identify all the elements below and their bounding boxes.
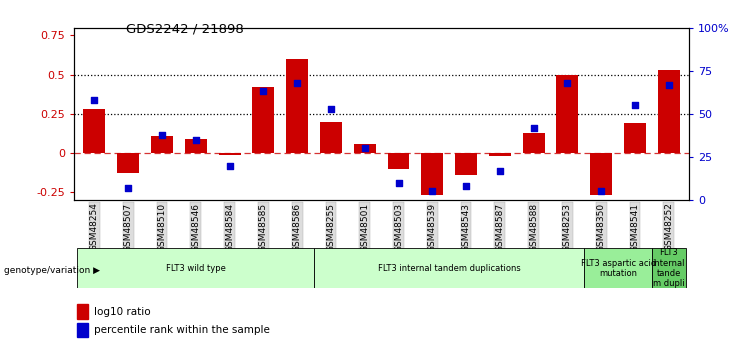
Bar bbox=[624, 123, 646, 153]
Bar bbox=[117, 153, 139, 174]
Point bbox=[426, 189, 438, 194]
Text: GSM48587: GSM48587 bbox=[496, 203, 505, 252]
Text: genotype/variation ▶: genotype/variation ▶ bbox=[4, 266, 100, 275]
Text: GSM48510: GSM48510 bbox=[157, 203, 167, 252]
Text: FLT3 aspartic acid
mutation: FLT3 aspartic acid mutation bbox=[580, 258, 656, 278]
Bar bbox=[658, 70, 679, 153]
Point bbox=[325, 106, 337, 111]
Bar bbox=[422, 153, 443, 195]
Text: GSM48253: GSM48253 bbox=[563, 203, 572, 252]
Point bbox=[359, 146, 370, 151]
Bar bbox=[151, 136, 173, 153]
Text: GSM48507: GSM48507 bbox=[124, 203, 133, 252]
FancyBboxPatch shape bbox=[585, 248, 652, 288]
Text: GSM48585: GSM48585 bbox=[259, 203, 268, 252]
Point bbox=[460, 184, 472, 189]
FancyBboxPatch shape bbox=[314, 248, 585, 288]
Point bbox=[528, 125, 539, 130]
Text: GSM48546: GSM48546 bbox=[191, 203, 200, 252]
Point bbox=[88, 97, 100, 103]
Bar bbox=[185, 139, 207, 153]
Point bbox=[257, 89, 269, 94]
Bar bbox=[253, 87, 274, 153]
Text: GSM48541: GSM48541 bbox=[631, 203, 639, 252]
Point bbox=[190, 137, 202, 142]
Text: GSM48586: GSM48586 bbox=[293, 203, 302, 252]
Bar bbox=[84, 109, 105, 153]
Bar bbox=[489, 153, 511, 156]
FancyBboxPatch shape bbox=[652, 248, 685, 288]
Text: GSM48543: GSM48543 bbox=[462, 203, 471, 252]
Bar bbox=[388, 153, 410, 169]
Text: GDS2242 / 21898: GDS2242 / 21898 bbox=[126, 22, 244, 36]
Bar bbox=[77, 323, 88, 337]
Text: FLT3
internal
tande
m dupli: FLT3 internal tande m dupli bbox=[653, 248, 685, 288]
Text: log10 ratio: log10 ratio bbox=[94, 307, 150, 317]
Text: GSM48503: GSM48503 bbox=[394, 203, 403, 252]
Point bbox=[629, 102, 641, 108]
Point bbox=[595, 189, 607, 194]
Point bbox=[393, 180, 405, 186]
Bar bbox=[455, 153, 477, 175]
Text: GSM48350: GSM48350 bbox=[597, 203, 606, 252]
Point bbox=[291, 80, 303, 86]
Text: GSM48501: GSM48501 bbox=[360, 203, 369, 252]
Text: GSM48584: GSM48584 bbox=[225, 203, 234, 252]
Point bbox=[562, 80, 574, 86]
Point bbox=[156, 132, 168, 137]
Text: FLT3 wild type: FLT3 wild type bbox=[166, 264, 226, 273]
Bar bbox=[522, 133, 545, 153]
Bar bbox=[286, 59, 308, 153]
Text: percentile rank within the sample: percentile rank within the sample bbox=[94, 325, 270, 335]
Text: GSM48539: GSM48539 bbox=[428, 203, 436, 252]
Point bbox=[224, 163, 236, 168]
Bar bbox=[219, 153, 241, 155]
Bar bbox=[77, 304, 88, 319]
Text: GSM48254: GSM48254 bbox=[90, 203, 99, 252]
Bar bbox=[591, 153, 612, 195]
Text: GSM48588: GSM48588 bbox=[529, 203, 538, 252]
FancyBboxPatch shape bbox=[78, 248, 314, 288]
Bar bbox=[556, 75, 579, 153]
Text: FLT3 internal tandem duplications: FLT3 internal tandem duplications bbox=[378, 264, 521, 273]
Bar bbox=[320, 122, 342, 153]
Point bbox=[663, 82, 675, 87]
Bar bbox=[353, 144, 376, 153]
Text: GSM48255: GSM48255 bbox=[327, 203, 336, 252]
Text: GSM48252: GSM48252 bbox=[665, 203, 674, 252]
Point bbox=[122, 185, 134, 191]
Point bbox=[494, 168, 506, 174]
